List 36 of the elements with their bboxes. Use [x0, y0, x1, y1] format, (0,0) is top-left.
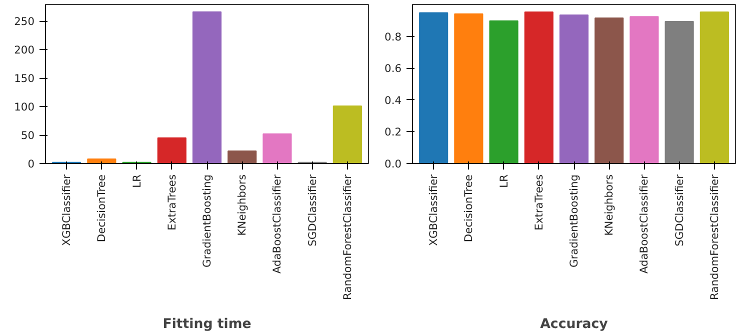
bar: [262, 133, 292, 164]
x-axis-title: Fitting time: [162, 316, 252, 332]
x-tick-label: ExtraTrees: [165, 174, 178, 230]
x-axis-title: Accuracy: [540, 316, 608, 332]
x-tick-label: AdaBoostClassifier: [270, 174, 284, 274]
y-tick-label: 50: [20, 129, 35, 142]
y-tick-label: 200: [14, 44, 35, 57]
x-tick-label: SGDClassifier: [306, 174, 319, 246]
x-tick-label: RandomForestClassifier: [340, 174, 354, 300]
x-tick-label: RandomForestClassifier: [708, 174, 721, 300]
bar: [192, 11, 222, 164]
x-tick-label: AdaBoostClassifier: [638, 174, 651, 274]
y-tick-label: 0: [28, 158, 35, 170]
y-tick-label: 0.8: [384, 30, 402, 44]
y-tick-label: 100: [14, 100, 35, 114]
y-tick-label: 250: [14, 15, 35, 28]
y-tick-label: 0.4: [384, 94, 402, 107]
x-tick-label: ExtraTrees: [532, 174, 546, 230]
x-tick-label: KNeighbors: [236, 174, 249, 236]
x-tick-label: DecisionTree: [462, 174, 476, 242]
x-tick-label: XGBClassifier: [427, 174, 440, 246]
bar: [228, 150, 257, 164]
bar: [332, 105, 362, 164]
x-tick-label: KNeighbors: [602, 174, 616, 236]
x-tick-label: LR: [497, 174, 510, 188]
x-tick-label: GradientBoosting: [568, 174, 580, 268]
y-tick-label: 0.2: [384, 126, 402, 139]
y-tick-label: 150: [14, 72, 35, 86]
x-tick-label: LR: [130, 174, 144, 188]
x-tick-label: SGDClassifier: [672, 174, 686, 246]
x-tick-label: GradientBoosting: [200, 174, 214, 268]
bar: [157, 137, 186, 164]
y-tick-label: 0.6: [384, 62, 402, 76]
x-tick-label: XGBClassifier: [60, 174, 74, 246]
x-tick-label: DecisionTree: [95, 174, 108, 242]
y-tick-label: 0.0: [384, 158, 402, 170]
